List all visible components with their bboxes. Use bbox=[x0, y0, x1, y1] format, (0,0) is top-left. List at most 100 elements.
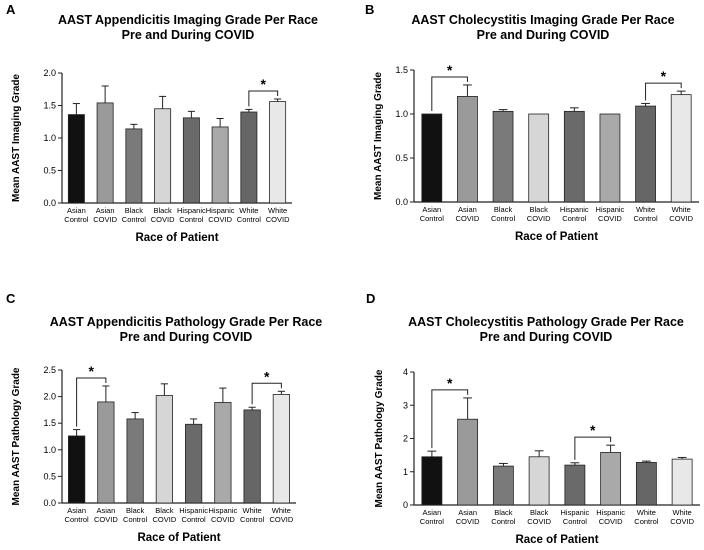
y-tick-label: 0.5 bbox=[395, 153, 408, 163]
y-axis-label: Mean AAST Pathology Grade bbox=[11, 367, 22, 505]
x-tick-label: Asian bbox=[422, 508, 441, 517]
x-tick-label: Control bbox=[634, 517, 659, 526]
x-tick-label: Asian bbox=[458, 205, 477, 214]
x-tick-label: COVID bbox=[152, 515, 176, 524]
x-tick-label: Black bbox=[126, 506, 145, 515]
y-tick-label: 1.5 bbox=[43, 101, 56, 111]
bar bbox=[564, 464, 586, 506]
bar bbox=[97, 401, 115, 504]
y-tick-label: 0.5 bbox=[43, 166, 56, 176]
panel-letter: B bbox=[365, 2, 374, 17]
significance-marker: * bbox=[261, 76, 267, 92]
x-tick-label: Hispanic bbox=[596, 205, 625, 214]
x-tick-label: COVID bbox=[599, 517, 623, 526]
x-tick-label: COVID bbox=[598, 214, 622, 223]
bar bbox=[68, 435, 86, 504]
panel-letter: A bbox=[6, 2, 16, 17]
x-tick-label: Hispanic bbox=[179, 506, 208, 515]
x-tick-label: Black bbox=[153, 206, 172, 215]
y-tick-label: 2 bbox=[403, 434, 408, 444]
x-tick-label: Asian bbox=[67, 506, 86, 515]
bar bbox=[670, 94, 692, 203]
x-tick-label: COVID bbox=[211, 515, 235, 524]
y-axis-label: Mean AAST Imaging Grade bbox=[11, 74, 22, 202]
y-tick-label: 0 bbox=[403, 500, 408, 510]
x-tick-label: Control bbox=[491, 517, 516, 526]
bar bbox=[528, 456, 550, 506]
bar bbox=[635, 462, 657, 506]
chart-title: AAST Appendicitis Imaging Grade Per Race bbox=[58, 13, 318, 27]
y-tick-label: 4 bbox=[403, 367, 408, 377]
x-tick-label: Black bbox=[530, 205, 549, 214]
x-tick-label: Control bbox=[562, 214, 587, 223]
x-tick-label: COVID bbox=[93, 215, 117, 224]
significance-bracket bbox=[431, 389, 469, 449]
bar bbox=[155, 395, 173, 504]
x-tick-label: COVID bbox=[269, 515, 293, 524]
x-tick-label: Asian bbox=[67, 206, 86, 215]
bar bbox=[600, 452, 622, 506]
bar bbox=[599, 113, 621, 203]
x-tick-label: Control bbox=[237, 215, 262, 224]
x-tick-label: Asian bbox=[96, 506, 115, 515]
bar bbox=[528, 113, 550, 203]
significance-bracket bbox=[574, 436, 612, 460]
x-tick-label: Control bbox=[122, 215, 147, 224]
chart-title: AAST Appendicitis Pathology Grade Per Ra… bbox=[50, 315, 323, 329]
significance-marker: * bbox=[447, 375, 453, 391]
bar bbox=[635, 105, 656, 203]
significance-bracket bbox=[76, 377, 107, 427]
x-axis-label: Race of Patient bbox=[137, 532, 220, 544]
bar bbox=[125, 128, 143, 204]
y-tick-label: 3 bbox=[403, 400, 408, 410]
x-tick-label: Control bbox=[420, 517, 445, 526]
significance-marker: * bbox=[264, 368, 270, 384]
x-tick-label: Asian bbox=[422, 205, 441, 214]
y-tick-label: 0.0 bbox=[43, 498, 56, 508]
bar bbox=[457, 418, 479, 506]
x-tick-label: Control bbox=[64, 215, 89, 224]
x-tick-label: Black bbox=[530, 508, 549, 517]
significance-bracket bbox=[251, 382, 282, 405]
x-tick-label: Black bbox=[494, 508, 513, 517]
bar bbox=[671, 458, 693, 506]
x-tick-label: Control bbox=[240, 515, 265, 524]
x-tick-label: White bbox=[636, 205, 655, 214]
x-tick-label: Hispanic bbox=[177, 206, 206, 215]
significance-marker: * bbox=[661, 68, 667, 84]
bar bbox=[182, 117, 200, 204]
chart-panel-a: A AAST Appendicitis Imaging Grade Per Rac… bbox=[6, 2, 318, 244]
x-tick-label: Control bbox=[633, 214, 658, 223]
chart-subtitle: Pre and During COVID bbox=[477, 28, 610, 42]
significance-bracket bbox=[431, 76, 468, 111]
bar bbox=[492, 465, 514, 506]
chart-subtitle: Pre and During COVID bbox=[480, 330, 613, 344]
bar bbox=[563, 110, 585, 203]
bar bbox=[492, 110, 514, 203]
x-tick-label: Black bbox=[494, 205, 513, 214]
x-tick-label: COVID bbox=[669, 214, 693, 223]
x-tick-label: Hispanic bbox=[560, 205, 589, 214]
significance-marker: * bbox=[89, 363, 95, 379]
x-tick-label: COVID bbox=[456, 517, 480, 526]
x-tick-label: COVID bbox=[527, 214, 551, 223]
x-tick-label: Control bbox=[179, 215, 204, 224]
significance-bracket bbox=[248, 90, 279, 107]
bar bbox=[96, 102, 114, 204]
chart-title: AAST Cholecystitis Imaging Grade Per Rac… bbox=[411, 13, 674, 27]
x-tick-label: Asian bbox=[458, 508, 477, 517]
y-tick-label: 1 bbox=[403, 467, 408, 477]
bar bbox=[211, 126, 229, 204]
bar bbox=[269, 101, 287, 204]
chart-panel-b: B AAST Cholecystitis Imaging Grade Per Ra… bbox=[365, 2, 699, 243]
chart-panel-c: C AAST Appendicitis Pathology Grade Per R… bbox=[6, 291, 322, 544]
panel-letter: D bbox=[366, 291, 375, 306]
x-tick-label: Control bbox=[420, 214, 445, 223]
x-tick-label: Black bbox=[155, 506, 174, 515]
y-tick-label: 0.5 bbox=[43, 471, 56, 481]
y-tick-label: 2.0 bbox=[43, 392, 56, 402]
y-tick-label: 1.5 bbox=[395, 65, 408, 75]
significance-marker: * bbox=[447, 62, 453, 78]
bar bbox=[240, 111, 258, 204]
